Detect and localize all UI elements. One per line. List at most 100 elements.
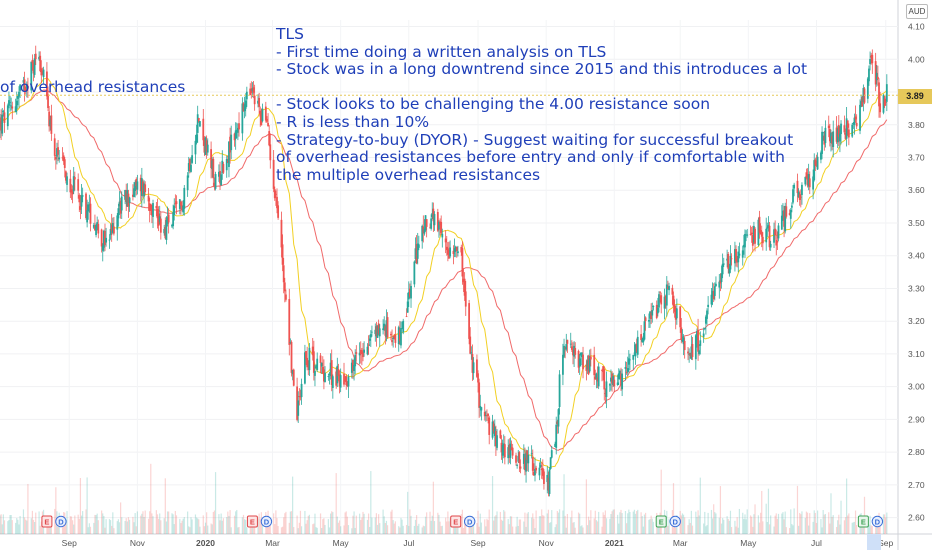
volume-bar <box>17 519 19 534</box>
volume-bar <box>796 485 799 534</box>
candle-body <box>296 386 298 420</box>
y-tick-label: 2.70 <box>908 480 925 490</box>
candle-body <box>597 366 600 387</box>
volume-bar <box>261 517 264 534</box>
candle-body <box>210 149 212 169</box>
volume-bar <box>300 526 303 534</box>
x-tick-label: Sep <box>470 538 485 548</box>
volume-bar <box>734 520 736 534</box>
volume-bar <box>782 512 784 534</box>
candle-body <box>105 237 108 243</box>
candle-body <box>453 248 456 252</box>
volume-bar <box>345 511 347 534</box>
volume-bar <box>211 524 213 534</box>
volume-bar <box>430 520 432 534</box>
candle-body <box>78 195 81 203</box>
candle-body <box>793 184 796 189</box>
y-tick-label: 3.80 <box>908 120 925 130</box>
volume-bar <box>336 516 338 534</box>
candle-body <box>457 251 459 254</box>
volume-bar <box>39 525 41 534</box>
volume-bar <box>422 525 424 534</box>
currency-label[interactable]: AUD <box>906 4 928 19</box>
volume-bar <box>88 523 90 534</box>
candle-body <box>328 373 331 375</box>
candle-body <box>422 226 425 234</box>
x-tick-label: Mar <box>673 538 688 548</box>
volume-bar <box>738 508 740 534</box>
volume-bar <box>55 487 57 534</box>
volume-bar <box>87 527 89 534</box>
volume-bar <box>359 513 361 534</box>
volume-bar <box>504 511 506 534</box>
volume-bar <box>48 521 50 534</box>
volume-bar <box>461 509 464 534</box>
volume-bar <box>237 527 239 534</box>
volume-bar <box>726 516 728 534</box>
candle-body <box>851 124 854 137</box>
volume-bar <box>612 509 614 534</box>
candle-body <box>612 376 615 386</box>
candle-body <box>397 327 400 345</box>
candle-body <box>570 346 573 350</box>
candle-body <box>491 421 494 438</box>
candle-body <box>548 469 551 494</box>
volume-bar <box>851 522 853 534</box>
candle-body <box>354 354 357 367</box>
volume-bar <box>643 514 646 534</box>
volume-bar <box>551 510 553 534</box>
volume-bar <box>159 513 161 534</box>
candle-body <box>777 225 780 239</box>
volume-bar <box>581 525 583 534</box>
volume-bar <box>77 514 79 534</box>
candle-body <box>27 85 29 89</box>
candle-body <box>276 196 278 209</box>
volume-bar <box>835 526 838 534</box>
volume-bar <box>164 478 166 534</box>
volume-bar <box>266 526 268 534</box>
volume-bar <box>620 509 622 534</box>
volume-bar <box>784 511 786 534</box>
candle-body <box>366 346 369 355</box>
scroll-to-latest-button[interactable] <box>867 534 881 550</box>
candle-body <box>496 435 498 448</box>
volume-bar <box>194 514 197 534</box>
candle-body <box>39 55 42 71</box>
candle-body <box>180 201 182 206</box>
volume-bar <box>801 511 803 534</box>
candle-body <box>3 112 6 123</box>
candle-body <box>737 251 740 263</box>
candle-body <box>543 471 545 484</box>
volume-bar <box>604 510 606 534</box>
candle-body <box>766 227 769 229</box>
volume-bar <box>650 515 652 534</box>
volume-bar <box>472 523 475 534</box>
candle-body <box>85 193 87 218</box>
volume-bar <box>640 512 642 534</box>
candle-body <box>50 115 53 134</box>
event-marker-label: E <box>44 518 49 527</box>
volume-bar <box>285 511 287 534</box>
volume-bar <box>316 527 318 534</box>
volume-bar <box>413 525 415 534</box>
volume-bar <box>174 510 176 534</box>
candle-body <box>502 443 505 449</box>
volume-bar <box>727 518 729 534</box>
candle-body <box>70 189 73 193</box>
volume-bar <box>222 518 224 534</box>
candle-body <box>531 457 534 471</box>
candle-body <box>519 466 522 469</box>
x-tick-label: Mar <box>265 538 280 548</box>
candle-body <box>62 155 65 162</box>
volume-bar <box>574 527 576 534</box>
volume-bar <box>491 475 494 534</box>
candle-body <box>501 445 504 456</box>
volume-bar <box>183 516 185 534</box>
candle-body <box>704 316 707 324</box>
candle-body <box>204 137 207 155</box>
candle-body <box>839 133 841 142</box>
candle-body <box>94 225 96 231</box>
volume-bar <box>321 527 323 534</box>
volume-bar <box>277 525 279 534</box>
